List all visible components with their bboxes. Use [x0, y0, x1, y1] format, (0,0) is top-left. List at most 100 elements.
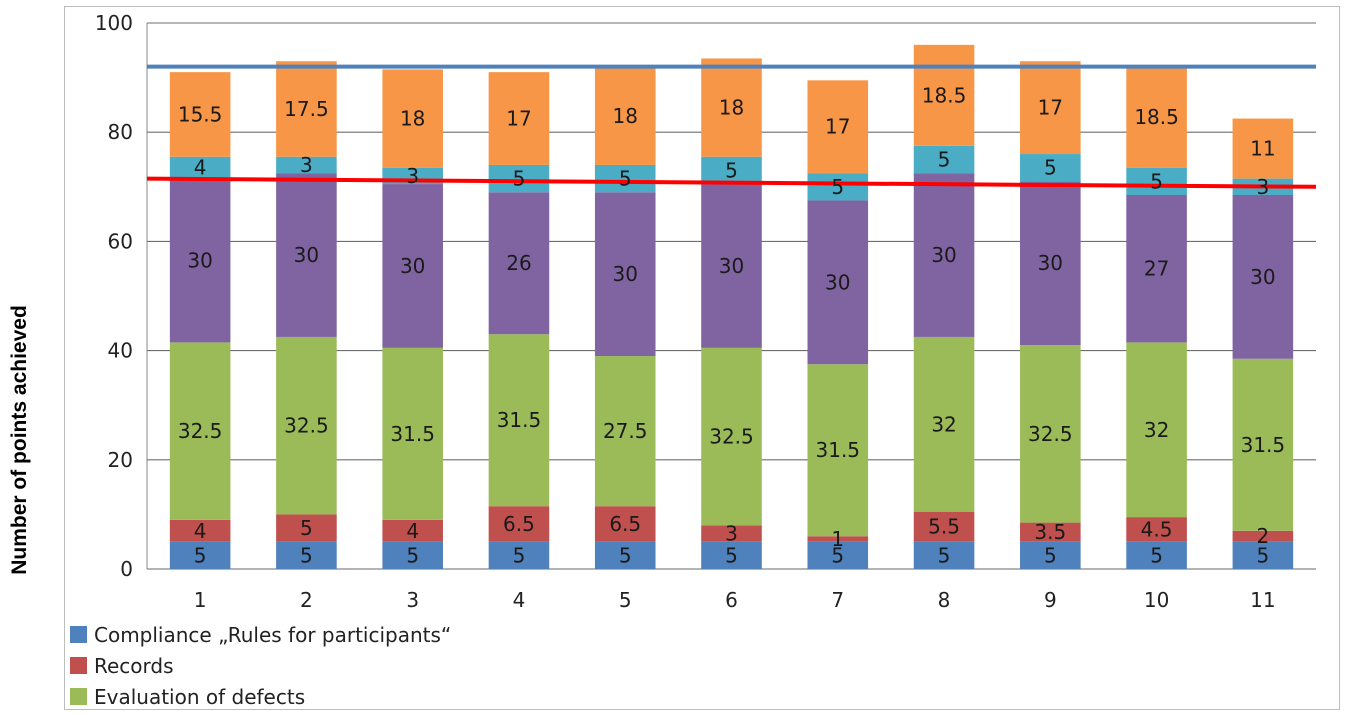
y-tick-label: 60	[108, 229, 133, 253]
bar-segment	[488, 164, 550, 193]
bar-segment	[1126, 167, 1187, 195]
y-tick-label: 100	[95, 11, 133, 35]
bar-segment	[701, 58, 762, 157]
data-label: 5	[619, 167, 632, 191]
bar-segment	[1020, 181, 1081, 346]
bar-segment	[169, 178, 231, 343]
data-label: 18	[719, 96, 744, 120]
bar-segment	[1126, 517, 1187, 542]
x-tick-label: 8	[938, 588, 951, 612]
data-label: 30	[931, 243, 956, 267]
data-label: 4	[194, 519, 207, 543]
data-label: 1	[831, 527, 844, 551]
data-label: 18	[400, 107, 425, 131]
x-tick-label: 10	[1144, 588, 1169, 612]
reference-line	[146, 176, 1317, 189]
bar-segment	[276, 156, 337, 174]
x-tick-label: 9	[1044, 588, 1057, 612]
data-label: 26	[506, 251, 531, 275]
data-label: 5	[938, 148, 951, 172]
data-label: 32.5	[178, 419, 223, 443]
data-label: 31.5	[497, 408, 542, 432]
bar-segment	[276, 61, 337, 157]
chart-frame	[64, 6, 1340, 710]
legend-label: Records	[94, 653, 174, 678]
data-label: 31.5	[816, 438, 861, 462]
y-tick-label: 0	[120, 557, 133, 581]
bar-segment	[382, 541, 443, 569]
bar-segment	[276, 514, 337, 542]
legend-item: Evaluation of defects	[70, 681, 451, 712]
data-label: 5	[725, 158, 738, 182]
bar-segment	[488, 72, 550, 165]
y-axis-title-wrap: Number of points achieved	[0, 0, 40, 715]
data-label: 5	[513, 167, 526, 191]
data-label: 30	[294, 243, 319, 267]
data-label: 30	[1038, 251, 1063, 275]
bar-segment	[488, 541, 550, 569]
data-label: 3	[300, 153, 313, 177]
bar-segment	[169, 72, 231, 157]
bar-segment	[807, 173, 869, 201]
data-label: 5.5	[928, 515, 960, 539]
bar-segment	[1232, 194, 1294, 359]
legend-swatch	[70, 688, 87, 705]
data-label: 32	[931, 412, 956, 436]
legend-label: Compliance „Rules for participants“	[94, 622, 452, 647]
bar-segment	[701, 156, 762, 185]
data-label: 18.5	[922, 83, 967, 107]
bar-segment	[594, 192, 656, 357]
data-label: 4	[406, 519, 419, 543]
bar-segment	[594, 541, 656, 569]
legend: Compliance „Rules for participants“ Recor…	[70, 619, 451, 712]
data-label: 5	[194, 543, 207, 567]
data-label: 30	[187, 249, 212, 273]
data-label: 5	[300, 516, 313, 540]
bar-segment	[488, 192, 550, 335]
data-label: 18.5	[1134, 105, 1179, 129]
bar-segment	[1020, 522, 1081, 542]
data-label: 6.5	[609, 512, 641, 536]
y-tick-label: 20	[108, 448, 133, 472]
data-label: 30	[825, 270, 850, 294]
bar-segment	[382, 347, 443, 520]
bar-segment	[913, 511, 975, 542]
data-label: 17	[1038, 96, 1063, 120]
data-label: 5	[1044, 543, 1057, 567]
data-label: 6.5	[503, 512, 535, 536]
bar-segment	[701, 541, 762, 569]
data-label: 32.5	[709, 425, 754, 449]
data-label: 30	[400, 254, 425, 278]
data-label: 5	[831, 543, 844, 567]
bar-segment	[169, 156, 231, 179]
bar-segment	[382, 519, 443, 542]
data-label: 5	[406, 543, 419, 567]
data-label: 30	[719, 254, 744, 278]
data-label: 5	[831, 175, 844, 199]
data-label: 3	[725, 522, 738, 546]
data-label: 27.5	[603, 419, 648, 443]
data-label: 27	[1144, 257, 1169, 281]
legend-label: Evaluation of defects	[94, 684, 306, 709]
bar-segment	[913, 145, 975, 174]
data-label: 5	[1044, 156, 1057, 180]
x-tick-label: 1	[194, 588, 207, 612]
bar-segment	[807, 200, 869, 365]
bar-segment	[276, 336, 337, 515]
bar-segment	[594, 66, 656, 165]
bar-segment	[488, 506, 550, 542]
bar-segment	[276, 541, 337, 569]
data-label: 3	[406, 164, 419, 188]
bar-segment	[1020, 154, 1081, 182]
data-label: 18	[613, 104, 638, 128]
data-label: 17	[506, 107, 531, 131]
bar-segment	[1126, 66, 1187, 168]
data-label: 32.5	[284, 414, 329, 438]
legend-item: Compliance „Rules for participants“	[70, 619, 451, 650]
x-tick-label: 4	[513, 588, 526, 612]
bar-segment	[1232, 118, 1294, 179]
data-label: 5	[1150, 543, 1163, 567]
data-label: 5	[300, 543, 313, 567]
data-label: 5	[1150, 169, 1163, 193]
data-label: 5	[619, 543, 632, 567]
